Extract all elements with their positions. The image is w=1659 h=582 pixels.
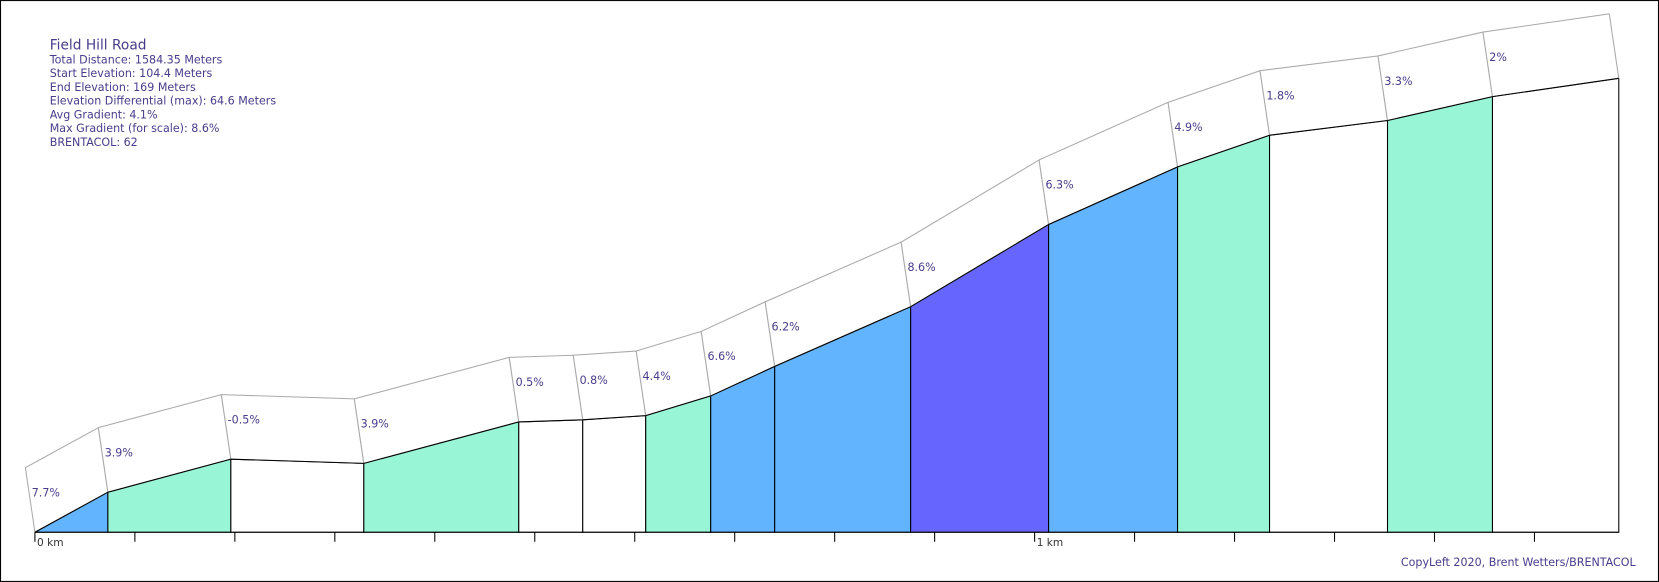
profile-line xyxy=(34,77,1619,533)
gradient-label: 4.4% xyxy=(643,370,671,383)
gradient-label: 6.2% xyxy=(772,321,800,334)
segment xyxy=(582,415,647,533)
info-line: BRENTACOL: 62 xyxy=(50,136,138,149)
info-line: Max Gradient (for scale): 8.6% xyxy=(50,122,220,135)
segment xyxy=(1269,119,1389,533)
gradient-label: 7.7% xyxy=(32,487,60,500)
gradient-label: 3.9% xyxy=(361,418,389,431)
info-line: Elevation Differential (max): 64.6 Meter… xyxy=(50,95,277,108)
gradient-label: -0.5% xyxy=(228,413,260,426)
gradient-label: 8.6% xyxy=(907,261,935,274)
gradient-label: 2% xyxy=(1489,51,1507,64)
segment xyxy=(1491,77,1620,533)
gradient-label: 4.9% xyxy=(1174,121,1202,134)
info-line: Avg Gradient: 4.1% xyxy=(50,108,158,121)
gradient-label: 6.3% xyxy=(1045,179,1073,192)
chart-title: Field Hill Road xyxy=(50,38,147,54)
gradient-cell xyxy=(220,394,365,464)
gradient-label: 6.6% xyxy=(708,350,736,363)
info-line: End Elevation: 169 Meters xyxy=(50,81,196,94)
gradient-label: 1.8% xyxy=(1266,90,1294,103)
segment xyxy=(1386,95,1494,533)
x-tick-label: 0 km xyxy=(37,537,64,549)
segment xyxy=(518,419,584,533)
gradient-label: 0.5% xyxy=(516,376,544,389)
gradient-label: 0.8% xyxy=(580,374,608,387)
info-line: Start Elevation: 104.4 Meters xyxy=(50,67,213,80)
gradient-label: 3.3% xyxy=(1384,75,1412,88)
credit: CopyLeft 2020, Brent Wetters/BRENTACOL xyxy=(1401,556,1637,569)
segment xyxy=(1177,134,1271,533)
info-line: Total Distance: 1584.35 Meters xyxy=(49,53,223,66)
segment xyxy=(230,458,365,533)
x-tick-label: 1 km xyxy=(1037,537,1064,549)
segment xyxy=(645,395,712,533)
gradient-label: 3.9% xyxy=(105,446,133,459)
segment xyxy=(1048,166,1179,533)
